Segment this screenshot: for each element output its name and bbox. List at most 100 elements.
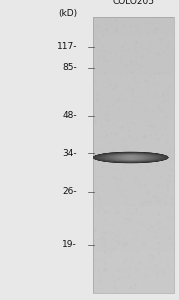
Bar — [93, 158, 174, 161]
Ellipse shape — [95, 153, 166, 162]
Ellipse shape — [111, 154, 150, 161]
Bar — [93, 282, 174, 286]
Bar — [93, 141, 174, 144]
Bar — [93, 175, 174, 178]
Bar — [93, 110, 174, 113]
Bar — [93, 254, 174, 258]
Bar — [93, 172, 174, 175]
Bar — [93, 144, 174, 148]
Ellipse shape — [105, 154, 156, 161]
Ellipse shape — [93, 152, 168, 163]
Bar — [93, 68, 174, 72]
Bar — [93, 82, 174, 85]
Bar — [93, 189, 174, 193]
Ellipse shape — [107, 154, 154, 161]
Bar — [93, 16, 174, 20]
Bar — [93, 258, 174, 261]
Ellipse shape — [118, 155, 143, 160]
Bar — [93, 16, 174, 292]
Bar — [93, 65, 174, 68]
Bar — [93, 168, 174, 172]
Bar — [93, 103, 174, 106]
Bar — [93, 230, 174, 234]
Ellipse shape — [100, 153, 161, 162]
Ellipse shape — [93, 152, 168, 163]
Text: 85-: 85- — [62, 63, 77, 72]
Text: COLO205: COLO205 — [112, 0, 154, 6]
Bar — [93, 130, 174, 134]
Ellipse shape — [96, 153, 165, 162]
Bar — [93, 244, 174, 248]
Bar — [93, 224, 174, 227]
Bar — [93, 124, 174, 127]
Ellipse shape — [103, 154, 159, 161]
Ellipse shape — [99, 153, 162, 162]
Ellipse shape — [109, 154, 153, 161]
Ellipse shape — [112, 154, 149, 161]
Bar — [93, 237, 174, 241]
Ellipse shape — [115, 154, 147, 160]
Ellipse shape — [93, 152, 168, 163]
Text: 117-: 117- — [56, 42, 77, 51]
Bar — [93, 54, 174, 58]
Bar — [93, 127, 174, 130]
Ellipse shape — [125, 155, 137, 160]
Text: (kD): (kD) — [58, 9, 77, 18]
Bar — [93, 58, 174, 61]
Bar — [93, 251, 174, 254]
Bar — [93, 120, 174, 124]
Bar — [93, 51, 174, 54]
Bar — [93, 89, 174, 92]
Bar — [93, 213, 174, 217]
Bar — [93, 85, 174, 89]
Ellipse shape — [127, 155, 134, 160]
Bar — [93, 96, 174, 99]
Bar — [93, 286, 174, 289]
Ellipse shape — [117, 155, 144, 160]
Ellipse shape — [104, 154, 158, 161]
Ellipse shape — [110, 154, 151, 161]
Bar — [93, 182, 174, 185]
Bar — [93, 75, 174, 79]
Bar — [93, 165, 174, 168]
Bar — [93, 217, 174, 220]
Ellipse shape — [106, 154, 155, 161]
Ellipse shape — [120, 155, 142, 160]
Bar — [93, 206, 174, 210]
Bar — [93, 148, 174, 151]
Bar — [93, 72, 174, 75]
Text: 34-: 34- — [62, 148, 77, 158]
Bar — [93, 30, 174, 34]
Ellipse shape — [93, 152, 168, 163]
Bar — [93, 106, 174, 109]
Ellipse shape — [122, 155, 139, 160]
Bar — [93, 99, 174, 103]
Bar — [93, 272, 174, 275]
Bar — [93, 34, 174, 37]
Bar — [93, 261, 174, 265]
Bar — [93, 193, 174, 196]
Ellipse shape — [94, 153, 167, 162]
Bar — [93, 116, 174, 120]
Ellipse shape — [93, 153, 168, 162]
Bar — [93, 47, 174, 51]
Bar — [93, 92, 174, 96]
Bar — [93, 289, 174, 292]
Bar — [93, 37, 174, 41]
Bar — [93, 113, 174, 116]
Bar — [93, 203, 174, 206]
Bar — [93, 265, 174, 268]
Ellipse shape — [93, 152, 168, 163]
Bar — [93, 23, 174, 27]
Ellipse shape — [116, 154, 145, 160]
Bar — [93, 41, 174, 44]
Bar — [93, 234, 174, 237]
Ellipse shape — [93, 153, 168, 162]
Bar — [93, 178, 174, 182]
Ellipse shape — [126, 155, 136, 160]
Bar — [93, 137, 174, 141]
Ellipse shape — [101, 153, 160, 162]
Bar — [93, 196, 174, 199]
Bar — [93, 199, 174, 203]
Text: 26-: 26- — [62, 188, 77, 196]
